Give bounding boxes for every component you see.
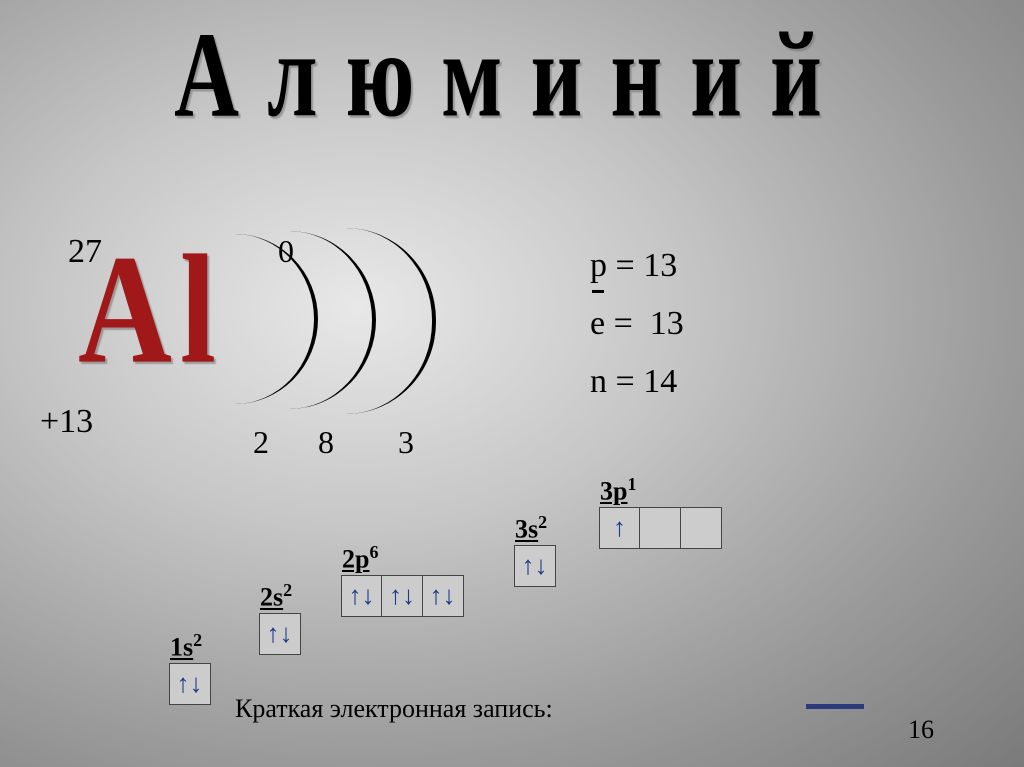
proton-label: p =: [590, 247, 635, 284]
orbital-box: [514, 545, 556, 587]
orbital-label: 1s2: [170, 630, 202, 663]
orbital-box: [639, 507, 681, 549]
orbital-label: 3s2: [515, 512, 547, 545]
orbital-row-2p: 2p6: [342, 542, 464, 617]
orbital-label: 2p6: [342, 542, 378, 575]
orbital-box: [341, 575, 383, 617]
neutron-label: n =: [590, 363, 635, 400]
shell-count-1: 2: [253, 424, 269, 461]
orbital-box: [599, 507, 641, 549]
electron-label: e =: [590, 295, 633, 353]
orbital-label: 3p1: [600, 474, 636, 507]
orbital-row-1s: 1s2: [170, 630, 211, 705]
orbital-box: [381, 575, 423, 617]
orbital-row-2s: 2s2: [260, 580, 301, 655]
shell-count-2: 8: [318, 424, 334, 461]
electron-value: 13: [650, 305, 684, 342]
particle-counts: p = 13 e = 13 n = 14: [590, 237, 684, 410]
electron-row: e = 13: [590, 295, 684, 353]
accent-line: [806, 704, 864, 709]
page-number: 16: [908, 715, 934, 745]
atomic-number: +13: [40, 403, 93, 441]
proton-value: 13: [643, 247, 677, 284]
caption: Краткая электронная запись:: [235, 694, 553, 724]
proton-row: p = 13: [590, 237, 684, 295]
orbital-box: [259, 613, 301, 655]
orbital-box: [422, 575, 464, 617]
orbital-box: [680, 507, 722, 549]
neutron-row: n = 14: [590, 353, 684, 411]
orbital-row-3s: 3s2: [515, 512, 556, 587]
neutron-value: 14: [643, 363, 677, 400]
shell-arc-3: [346, 228, 436, 414]
orbital-row-3p: 3p1: [600, 474, 722, 549]
shell-count-3: 3: [398, 424, 414, 461]
element-symbol-block: 27 Al 0 +13: [78, 245, 224, 375]
page-title: Алюминий: [174, 6, 850, 145]
element-symbol: Al: [78, 232, 224, 388]
orbital-box: [169, 663, 211, 705]
orbital-label: 2s2: [260, 580, 292, 613]
